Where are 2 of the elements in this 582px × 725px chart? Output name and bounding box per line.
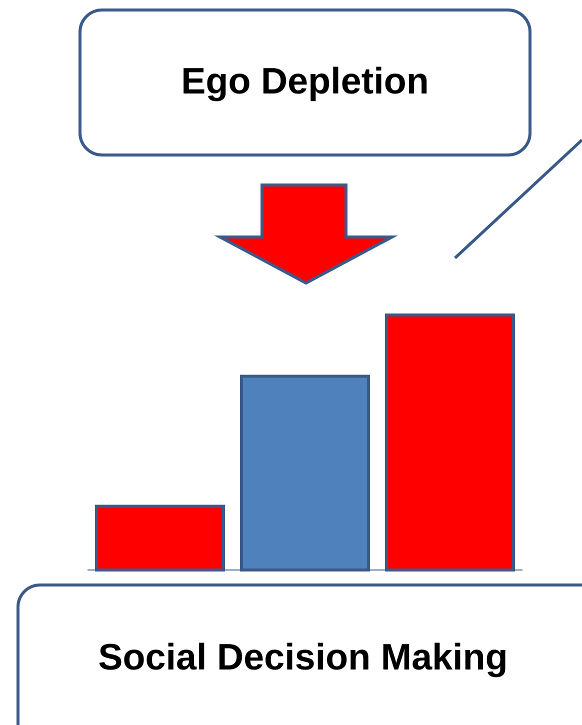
x-axis-title: Social Decision Making <box>99 642 506 678</box>
chart-title: Ego Depletion <box>184 66 427 102</box>
